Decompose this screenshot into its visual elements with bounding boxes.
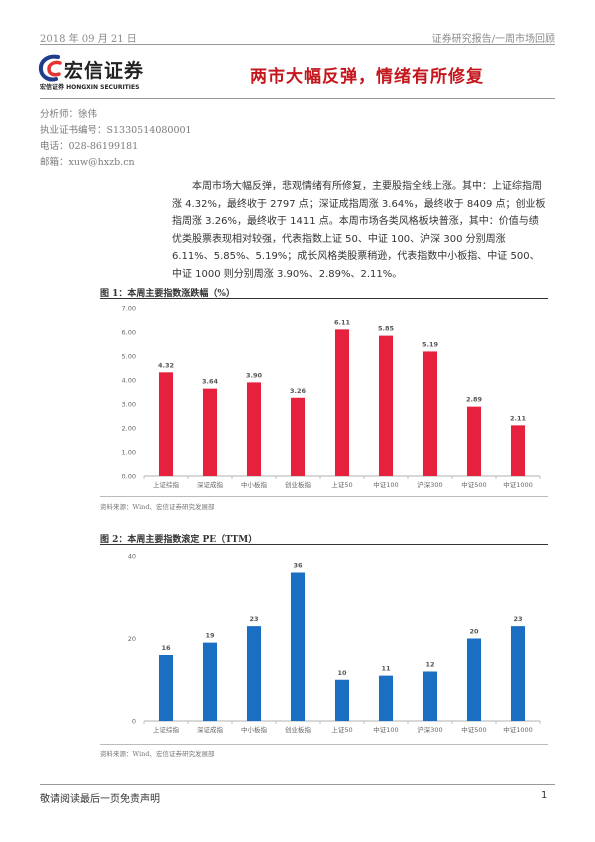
y-tick-label: 4.00 — [122, 377, 136, 385]
bar — [422, 671, 438, 721]
y-tick-label: 5.00 — [122, 353, 136, 361]
data-label: 23 — [249, 615, 258, 623]
header-rule — [40, 44, 555, 45]
figure-1-source: 资料来源：Wind、宏信证券研究发展部 — [100, 503, 215, 511]
data-label: 6.11 — [334, 318, 351, 326]
bar — [334, 679, 350, 721]
data-label: 19 — [205, 632, 215, 640]
data-label: 10 — [337, 669, 347, 677]
logo-name-en: 宏信证券 HONGXIN SECURITIES — [40, 84, 140, 91]
figure-2-title: 图 2：本周主要指数滚定 PE（TTM） — [100, 535, 258, 545]
x-tick-label: 中证1000 — [503, 480, 533, 489]
data-label: 12 — [425, 661, 434, 669]
y-tick-label: 0.00 — [122, 473, 136, 481]
bar — [510, 626, 526, 721]
data-label: 2.89 — [466, 396, 483, 404]
bar — [466, 638, 482, 721]
x-tick-label: 创业板指 — [285, 480, 312, 489]
report-title: 两市大幅反弹，情绪有所修复 — [250, 67, 484, 87]
figure-2-rule — [100, 544, 548, 545]
company-logo-icon — [38, 54, 62, 82]
x-tick-label: 中证1000 — [503, 725, 533, 734]
figure-1-title: 图 1：本周主要指数涨跌幅（%） — [100, 289, 235, 299]
y-tick-label: 0 — [132, 718, 136, 726]
disclaimer-link[interactable]: 敬请阅读最后一页免责声明 — [40, 794, 160, 805]
x-tick-label: 深证成指 — [197, 480, 224, 489]
figure-1-rule — [100, 298, 548, 299]
data-label: 16 — [161, 644, 171, 652]
x-tick-label: 中小板指 — [241, 480, 268, 489]
x-tick-label: 深证成指 — [197, 725, 224, 734]
y-tick-label: 3.00 — [122, 401, 136, 409]
y-tick-label: 6.00 — [122, 329, 136, 337]
y-tick-label: 1.00 — [122, 449, 136, 457]
bar — [378, 675, 394, 721]
analyst-license: 执业证书编号：S1330514080001 — [40, 125, 192, 136]
data-label: 3.64 — [202, 378, 219, 386]
bar — [158, 372, 174, 476]
x-tick-label: 中证100 — [373, 480, 398, 489]
data-label: 5.19 — [422, 340, 439, 348]
data-label: 20 — [469, 628, 479, 636]
x-tick-label: 沪深300 — [417, 725, 442, 734]
x-tick-label: 创业板指 — [285, 725, 312, 734]
x-tick-label: 中证500 — [461, 725, 486, 734]
report-date: 2018 年 09 月 21 日 — [40, 34, 137, 45]
bar — [246, 626, 262, 721]
data-label: 5.85 — [378, 325, 395, 333]
data-label: 23 — [513, 615, 522, 623]
data-label: 11 — [381, 665, 391, 673]
x-tick-label: 上证50 — [331, 725, 352, 734]
x-tick-label: 上证综指 — [153, 480, 180, 489]
bar — [334, 329, 350, 476]
y-tick-label: 2.00 — [122, 425, 136, 433]
bar — [202, 388, 218, 476]
bar — [290, 397, 306, 476]
figure-2-bar-chart: 0 20 40 16 上证综指 19 深证成指 23 中小板指 36 创业板指 10 上证50 11 中证1… — [128, 553, 541, 734]
analyst-email[interactable]: 邮箱：xuw@hxzb.cn — [40, 157, 135, 168]
bar — [158, 655, 174, 721]
x-tick-label: 上证综指 — [153, 725, 180, 734]
bar — [510, 425, 526, 476]
bar — [466, 406, 482, 476]
title-rule — [40, 98, 555, 99]
analyst-name: 分析师：徐伟 — [40, 109, 98, 120]
data-label: 3.26 — [290, 387, 307, 395]
x-tick-label: 中小板指 — [241, 725, 268, 734]
page-number: 1 — [541, 790, 548, 801]
footer-rule — [40, 784, 555, 785]
figure-2-bottom-rule — [100, 744, 548, 745]
x-tick-label: 中证500 — [461, 480, 486, 489]
figure-2-source: 资料来源：Wind、宏信证券研究发展部 — [100, 750, 215, 758]
x-tick-label: 沪深300 — [417, 480, 442, 489]
figure-1-bar-chart: 0.00 1.00 2.00 3.00 4.00 5.00 6.00 7.00 4.32 上证综指… — [122, 305, 541, 489]
bar — [422, 351, 438, 476]
logo-name-cn: 宏信证券 — [64, 60, 145, 82]
data-label: 2.11 — [510, 414, 527, 422]
figure-1-bottom-rule — [100, 496, 548, 497]
x-tick-label: 中证100 — [373, 725, 398, 734]
data-label: 4.32 — [158, 361, 174, 369]
bar — [378, 335, 394, 476]
y-tick-label: 40 — [128, 553, 136, 561]
report-type: 证券研究报告/一周市场回顾 — [431, 34, 555, 45]
bar — [246, 382, 262, 476]
y-tick-label: 7.00 — [122, 305, 136, 313]
data-label: 3.90 — [246, 371, 263, 379]
analyst-phone: 电话：028-86199181 — [40, 141, 139, 152]
bar — [290, 572, 306, 721]
x-tick-label: 上证50 — [331, 480, 352, 489]
data-label: 36 — [293, 562, 303, 570]
summary-paragraph: 本周市场大幅反弹，悲观情绪有所修复，主要股指全线上涨。其中：上证综指周涨 4.3… — [172, 181, 546, 280]
bar — [202, 642, 218, 721]
y-tick-label: 20 — [128, 635, 136, 643]
